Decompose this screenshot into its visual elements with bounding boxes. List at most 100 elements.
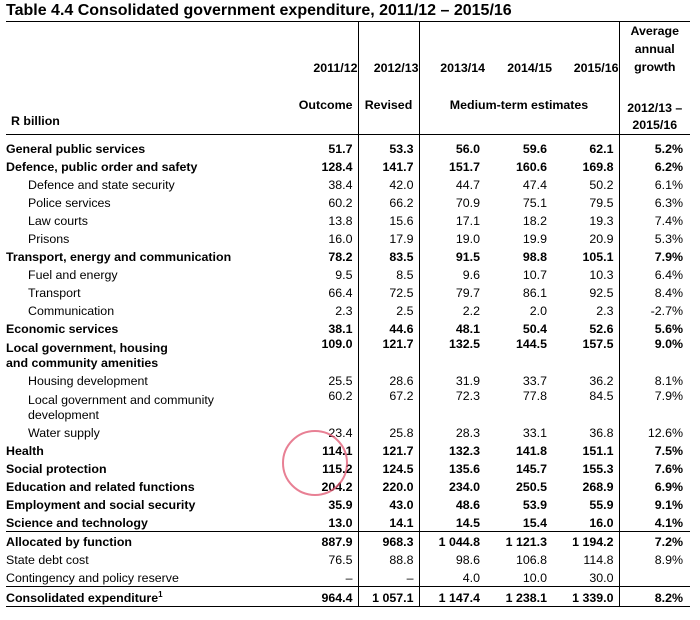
cell-value: –: [357, 568, 419, 587]
year-header: 2011/12: [313, 61, 358, 75]
row-label: Communication: [6, 301, 284, 319]
cell-value: 10.0: [522, 571, 547, 585]
cell-growth: 7.9%: [618, 247, 690, 265]
cell-value: 79.7: [418, 283, 485, 301]
row-label-text: Social protection: [6, 462, 107, 476]
row-label-text: State debt cost: [6, 553, 89, 567]
cell-growth: 6.1%: [618, 175, 690, 193]
row-label-text: Police services: [28, 196, 111, 210]
cell-value: 2.2: [418, 301, 485, 319]
cell-value: 28.6: [357, 371, 419, 389]
row-label-text: Science and technology: [6, 516, 148, 530]
row-label: Allocated by function: [6, 532, 284, 551]
cell-value: 53.9: [522, 498, 547, 512]
cell-value: 20.9: [589, 232, 614, 246]
cell-growth: 7.2%: [618, 531, 690, 550]
cell-value: 84.5: [589, 389, 614, 403]
table-row: Social protection 115.2 124.5 135.6 145.7 155…: [6, 459, 690, 477]
cell-value: 44.6: [357, 319, 419, 337]
cell-value: 121.7: [357, 337, 419, 371]
cell-value: 968.3: [357, 531, 419, 550]
cell-value: 76.5: [328, 553, 353, 567]
cell-value: 2.3: [596, 304, 614, 318]
cell-growth: 9.1%: [618, 495, 690, 513]
cell-value: 2.0: [529, 304, 547, 318]
cell-value: 38.1: [328, 322, 353, 336]
cell-value: 1 339.0: [572, 591, 614, 606]
cell-value: 60.2: [328, 196, 353, 210]
row-label-text: Housing development: [28, 374, 148, 388]
cell-value: 35.9: [328, 498, 353, 512]
cell-value: 88.8: [357, 550, 419, 568]
row-label-text: General public services: [6, 142, 146, 156]
cell-value: 28.3: [418, 423, 485, 441]
medium-term-header: Medium-term estimates: [418, 76, 619, 134]
row-label: Transport, energy and communication: [6, 247, 284, 265]
cell-growth: 12.6%: [618, 423, 690, 441]
table-row: Local government, housing and community a…: [6, 337, 690, 371]
row-label-text: Local government, housing: [6, 341, 168, 355]
cell-value: 16.0: [328, 232, 353, 246]
row-label-text: Contingency and policy reserve: [6, 571, 179, 585]
cell-value: –: [345, 571, 353, 585]
cell-value: 114.1: [322, 444, 353, 458]
cell-value: 10.3: [589, 268, 614, 282]
row-label: Defence and state security: [6, 175, 284, 193]
cell-value: 25.5: [328, 374, 353, 388]
row-label: Local government, housing and community a…: [6, 337, 284, 371]
cell-value: 50.4: [522, 322, 547, 336]
cell-value: 124.5: [357, 459, 419, 477]
cell-value: 66.2: [357, 193, 419, 211]
cell-value: 2.3: [335, 304, 353, 318]
table-row: Health 114.1 121.7 132.3 141.8 151.1 7.5%: [6, 441, 690, 459]
row-label-text: Allocated by function: [6, 535, 132, 549]
cell-value: 14.5: [418, 513, 485, 532]
cell-value: 15.4: [522, 516, 547, 530]
row-label-text-continued: and community amenities: [6, 356, 159, 370]
cell-value: 1 194.2: [572, 535, 614, 549]
cell-value: 98.6: [418, 550, 485, 568]
cell-value: 48.1: [418, 319, 485, 337]
cell-value: 52.6: [589, 322, 614, 336]
cell-value: 25.8: [357, 423, 419, 441]
cell-value: 33.1: [522, 426, 547, 440]
row-label-text: Local government and community: [28, 393, 214, 407]
row-label: General public services: [6, 135, 284, 158]
cell-value: 60.2: [328, 389, 353, 403]
table-row: State debt cost 76.5 88.8 98.6 106.8 114.8 8.9…: [6, 550, 690, 568]
cell-value: 47.4: [522, 178, 547, 192]
cell-value: 17.9: [357, 229, 419, 247]
cell-growth: 5.3%: [618, 229, 690, 247]
cell-value: 17.1: [418, 211, 485, 229]
header-row-labels: Outcome Revised Medium-term estimates 20…: [6, 76, 690, 134]
growth-period-header: 2012/13 – 2015/16: [618, 76, 690, 134]
row-label: Police services: [6, 193, 284, 211]
row-label: Social protection: [6, 459, 284, 477]
row-label: Consolidated expenditure1: [6, 587, 284, 607]
cell-value: 53.3: [357, 134, 419, 157]
row-label: Defence, public order and safety: [6, 157, 284, 175]
row-label-text: Law courts: [28, 214, 88, 228]
cell-value: 86.1: [522, 286, 547, 300]
year-header: 2015/16: [573, 61, 619, 75]
cell-value: 4.0: [418, 568, 485, 587]
cell-growth: 6.2%: [618, 157, 690, 175]
cell-value: 15.6: [357, 211, 419, 229]
table-row: Economic services 38.1 44.6 48.1 50.4 52.6 5.6…: [6, 319, 690, 337]
year-header: 2014/15: [507, 61, 552, 75]
cell-value: 1 121.3: [505, 535, 547, 549]
cell-value: 13.8: [328, 214, 353, 228]
cell-value: 72.3: [418, 389, 485, 423]
cell-growth: 5.6%: [618, 319, 690, 337]
cell-growth: -2.7%: [618, 301, 690, 319]
row-label-text: Employment and social security: [6, 498, 196, 512]
cell-value: 91.5: [418, 247, 485, 265]
cell-growth: 9.0%: [618, 337, 690, 371]
table-row: Housing development 25.5 28.6 31.9 33.7 36.2 8…: [6, 371, 690, 389]
cell-value: 13.0: [328, 516, 353, 530]
cell-value: 109.0: [321, 337, 353, 351]
cell-value: 33.7: [522, 374, 547, 388]
cell-value: 92.5: [589, 286, 614, 300]
cell-value: 1 147.4: [418, 586, 485, 607]
